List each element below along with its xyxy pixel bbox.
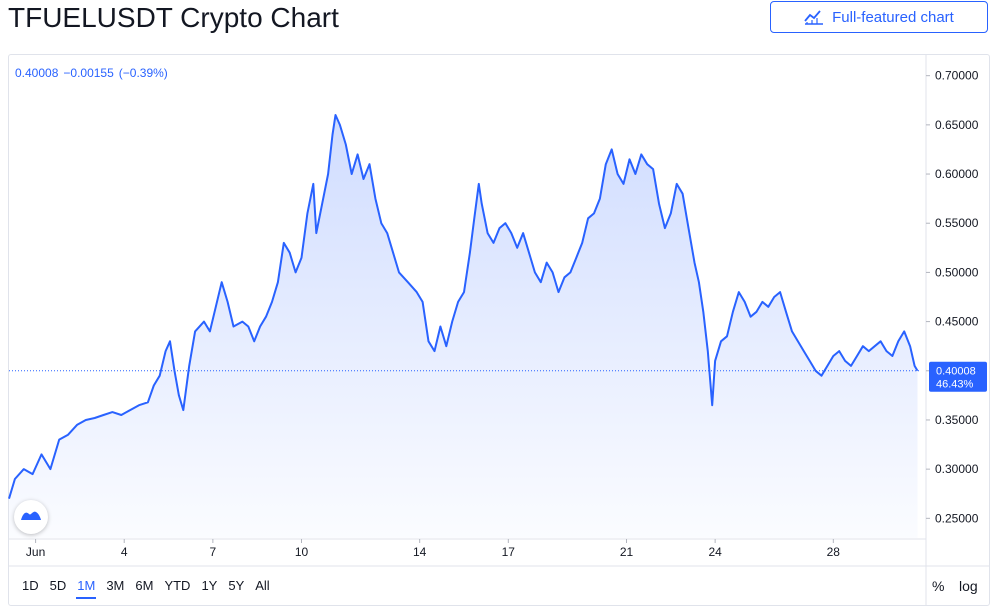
y-tick-label: 0.50000: [935, 265, 979, 279]
x-tick-label: 14: [413, 545, 427, 559]
full-featured-chart-button[interactable]: Full-featured chart: [770, 1, 988, 33]
timeframe-5d[interactable]: 5D: [49, 578, 67, 593]
percent-scale-toggle[interactable]: %: [932, 578, 945, 594]
y-tick-label: 0.30000: [935, 462, 979, 476]
price-area-fill: [9, 115, 918, 538]
timeframe-6m[interactable]: 6M: [135, 578, 154, 593]
full-featured-chart-label: Full-featured chart: [832, 8, 954, 26]
y-tick-label: 0.35000: [935, 413, 979, 427]
y-tick-label: 0.45000: [935, 315, 979, 329]
last-price-tag-pct: 46.43%: [936, 379, 974, 391]
x-tick-label: 17: [502, 545, 516, 559]
y-tick-label: 0.25000: [935, 511, 979, 525]
x-tick-label: 10: [295, 545, 309, 559]
timeframe-all[interactable]: All: [255, 578, 270, 593]
x-tick-label: 28: [827, 545, 841, 559]
timeframe-5y[interactable]: 5Y: [228, 578, 245, 593]
y-tick-label: 0.60000: [935, 167, 979, 181]
timeframe-1m[interactable]: 1M: [73, 576, 99, 599]
x-tick-label: 7: [210, 545, 217, 559]
tradingview-logo-icon: [20, 508, 42, 527]
price-legend: 0.40008 −0.00155 (−0.39%): [15, 66, 168, 80]
timeframe-bar: 1D 5D 1M 3M 6M YTD 1Y 5Y All: [18, 576, 277, 599]
chart-frame: [8, 54, 990, 606]
page-title: TFUELUSDT Crypto Chart: [8, 2, 339, 33]
timeframe-1y[interactable]: 1Y: [201, 578, 218, 593]
y-tick-label: 0.55000: [935, 216, 979, 230]
x-tick-label: 21: [620, 545, 634, 559]
tradingview-logo-button[interactable]: [14, 500, 48, 534]
y-tick-label: 0.65000: [935, 118, 979, 132]
timeframe-ytd[interactable]: YTD: [164, 578, 191, 593]
log-scale-toggle[interactable]: log: [959, 578, 978, 594]
last-price-tag-value: 0.40008: [936, 366, 976, 378]
legend-price: 0.40008: [15, 66, 59, 80]
legend-change-pct: (−0.39%): [118, 66, 168, 80]
price-line: [8, 114, 919, 499]
x-tick-label: 4: [121, 545, 128, 559]
timeframe-3m[interactable]: 3M: [106, 578, 125, 593]
x-tick-label: 24: [708, 545, 722, 559]
chart-line-icon: [804, 9, 824, 25]
x-tick-label: Jun: [26, 545, 45, 559]
legend-change: −0.00155: [63, 66, 114, 80]
last-price-tag: [929, 361, 987, 392]
timeframe-1d[interactable]: 1D: [22, 578, 39, 593]
y-tick-label: 0.70000: [935, 69, 979, 83]
